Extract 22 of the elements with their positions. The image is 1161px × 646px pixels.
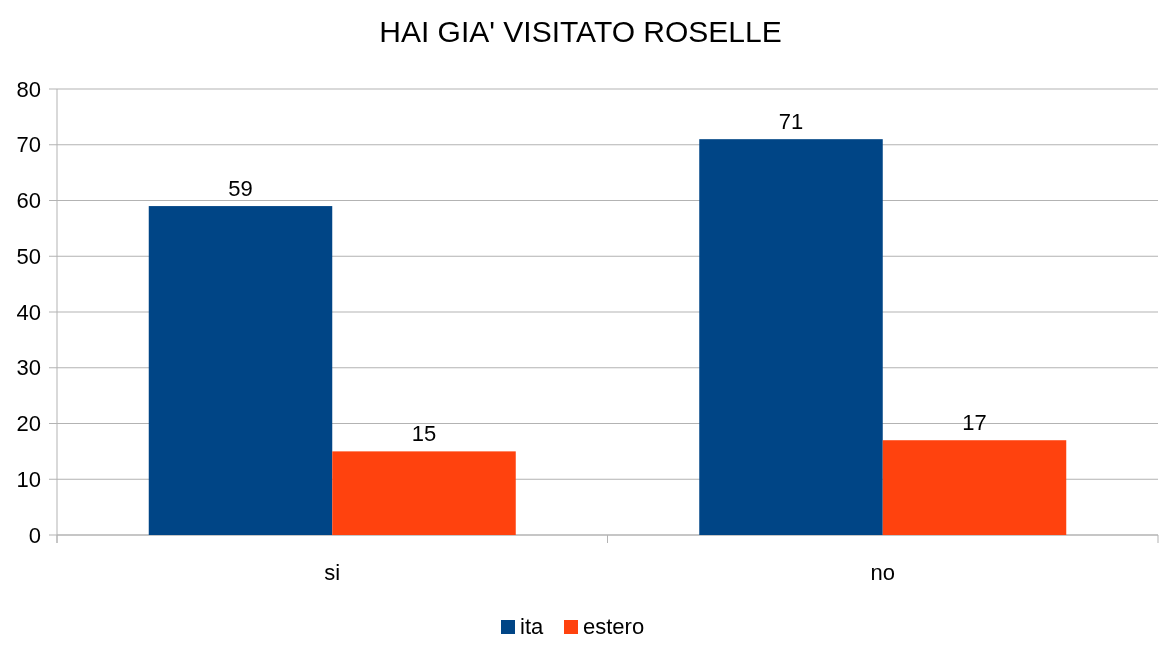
y-tick-label: 20 [16, 411, 41, 437]
bar [699, 139, 883, 535]
data-label: 71 [778, 109, 804, 135]
chart-title: HAI GIA' VISITATO ROSELLE [379, 15, 782, 48]
y-tick-label: 70 [16, 132, 41, 158]
data-label: 59 [228, 176, 253, 202]
legend-label: estero [583, 614, 645, 639]
y-tick-label: 80 [16, 76, 41, 102]
y-tick-label: 30 [16, 355, 41, 381]
y-tick-label: 0 [28, 522, 41, 548]
x-tick-label: si [324, 560, 341, 585]
legend-label: ita [520, 614, 544, 639]
y-tick-label: 50 [16, 243, 41, 269]
data-label: 17 [962, 410, 987, 436]
x-tick-label: no [870, 560, 895, 585]
bar [882, 440, 1067, 535]
y-tick-label: 10 [16, 466, 41, 492]
bar [332, 451, 516, 535]
y-tick-label: 40 [16, 299, 41, 325]
data-label: 15 [411, 421, 437, 447]
y-tick-label: 60 [16, 188, 41, 214]
bar [148, 206, 333, 535]
